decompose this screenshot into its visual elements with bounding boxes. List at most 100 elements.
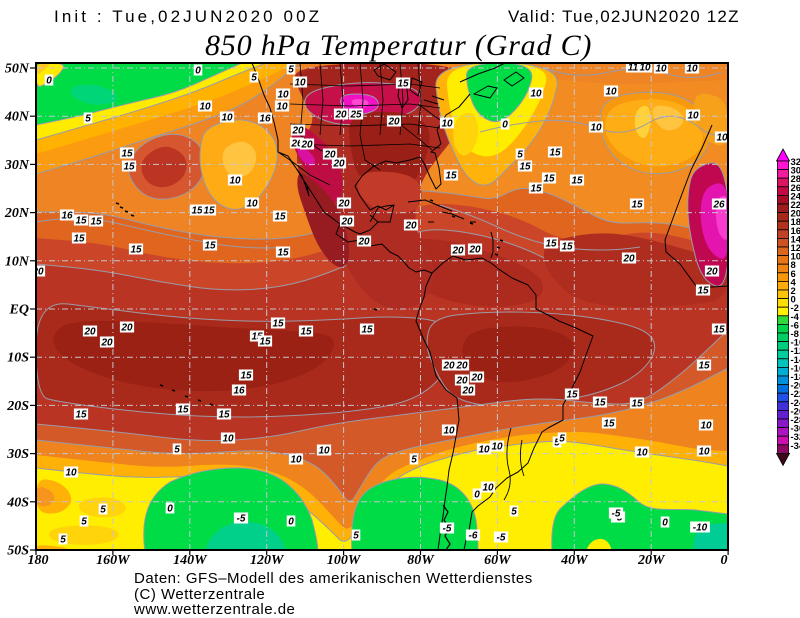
- svg-text:-5: -5: [497, 533, 506, 544]
- svg-text:10: 10: [246, 199, 258, 210]
- svg-text:22: 22: [791, 200, 800, 211]
- svg-text:20: 20: [332, 159, 345, 170]
- svg-text:10: 10: [636, 448, 648, 459]
- svg-text:5: 5: [411, 455, 417, 466]
- svg-text:15: 15: [594, 398, 606, 409]
- svg-text:15: 15: [445, 171, 457, 182]
- svg-text:0: 0: [721, 553, 728, 568]
- svg-text:16: 16: [259, 114, 271, 125]
- svg-text:15: 15: [571, 176, 583, 187]
- svg-text:120W: 120W: [250, 553, 285, 568]
- svg-text:15: 15: [75, 410, 87, 421]
- svg-text:15: 15: [191, 206, 203, 217]
- svg-text:10: 10: [441, 119, 453, 130]
- svg-text:10: 10: [482, 483, 494, 494]
- svg-text:10: 10: [791, 252, 800, 263]
- svg-text:15: 15: [73, 234, 85, 245]
- svg-text:5: 5: [353, 531, 359, 542]
- svg-text:15: 15: [698, 361, 710, 372]
- svg-text:30: 30: [791, 166, 800, 177]
- svg-text:-22: -22: [791, 389, 800, 400]
- svg-text:0: 0: [474, 490, 480, 501]
- svg-text:20: 20: [455, 376, 468, 387]
- svg-text:26: 26: [791, 183, 800, 194]
- svg-text:20: 20: [300, 140, 313, 151]
- svg-text:15: 15: [274, 212, 286, 223]
- svg-text:20: 20: [461, 386, 474, 397]
- svg-text:15: 15: [204, 241, 216, 252]
- svg-text:20: 20: [451, 246, 464, 257]
- svg-text:160W: 160W: [96, 553, 131, 568]
- svg-text:5: 5: [517, 150, 523, 161]
- svg-text:10: 10: [478, 445, 490, 456]
- svg-text:15: 15: [240, 371, 252, 382]
- svg-text:10: 10: [491, 442, 503, 453]
- svg-text:15: 15: [203, 206, 215, 217]
- svg-text:10S: 10S: [7, 351, 29, 366]
- svg-text:15: 15: [130, 245, 142, 256]
- svg-text:20S: 20S: [6, 399, 29, 414]
- svg-text:40W: 40W: [560, 553, 589, 568]
- svg-text:32: 32: [791, 157, 800, 168]
- svg-text:-14: -14: [791, 355, 800, 366]
- svg-text:12: 12: [791, 243, 800, 254]
- svg-text:15: 15: [545, 239, 557, 250]
- svg-text:20: 20: [442, 361, 455, 372]
- svg-text:180: 180: [28, 553, 49, 568]
- svg-text:20: 20: [340, 217, 353, 228]
- svg-text:4: 4: [791, 277, 797, 288]
- svg-text:20: 20: [387, 117, 400, 128]
- svg-text:0: 0: [167, 504, 173, 515]
- svg-text:-30: -30: [791, 424, 800, 435]
- svg-text:10: 10: [530, 89, 542, 100]
- svg-text:15: 15: [631, 399, 643, 410]
- svg-text:50S: 50S: [7, 544, 29, 559]
- svg-text:15: 15: [631, 200, 643, 211]
- svg-text:-10: -10: [693, 523, 708, 534]
- svg-text:20: 20: [83, 327, 96, 338]
- svg-text:0: 0: [288, 517, 294, 528]
- svg-text:EQ: EQ: [9, 303, 29, 318]
- svg-text:15: 15: [397, 79, 409, 90]
- svg-text:80W: 80W: [407, 553, 435, 568]
- svg-text:10: 10: [65, 468, 77, 479]
- svg-text:0: 0: [46, 76, 52, 87]
- svg-text:15: 15: [543, 174, 555, 185]
- svg-text:5: 5: [288, 65, 294, 76]
- svg-text:5: 5: [174, 445, 180, 456]
- svg-text:15: 15: [530, 184, 542, 195]
- svg-text:15: 15: [697, 286, 709, 297]
- svg-text:20: 20: [705, 267, 718, 278]
- svg-text:15: 15: [259, 337, 271, 348]
- svg-text:15: 15: [121, 149, 133, 160]
- svg-text:0: 0: [195, 66, 201, 77]
- svg-text:28: 28: [791, 174, 800, 185]
- svg-text:10: 10: [655, 64, 667, 75]
- svg-text:10: 10: [590, 123, 602, 134]
- svg-text:10: 10: [199, 102, 211, 113]
- svg-text:-10: -10: [791, 338, 800, 349]
- svg-text:26: 26: [290, 139, 303, 150]
- svg-text:0: 0: [791, 295, 796, 306]
- svg-text:10: 10: [605, 87, 617, 98]
- svg-text:5: 5: [100, 505, 106, 516]
- svg-text:-20: -20: [791, 381, 800, 392]
- svg-text:20: 20: [404, 221, 417, 232]
- svg-text:5: 5: [81, 517, 87, 528]
- svg-text:20: 20: [357, 237, 370, 248]
- svg-text:5: 5: [554, 438, 560, 449]
- svg-text:10: 10: [639, 63, 651, 74]
- svg-text:-2: -2: [791, 303, 799, 314]
- svg-text:15: 15: [218, 410, 230, 421]
- svg-text:-24: -24: [791, 398, 800, 409]
- svg-text:100W: 100W: [327, 553, 362, 568]
- svg-text:5: 5: [511, 507, 517, 518]
- svg-text:-28: -28: [791, 415, 800, 426]
- svg-text:10: 10: [277, 90, 289, 101]
- svg-text:15: 15: [561, 242, 573, 253]
- svg-text:-12: -12: [791, 346, 800, 357]
- svg-text:15: 15: [713, 325, 725, 336]
- svg-text:40S: 40S: [6, 495, 29, 510]
- svg-text:2: 2: [791, 286, 796, 297]
- svg-text:20: 20: [120, 323, 133, 334]
